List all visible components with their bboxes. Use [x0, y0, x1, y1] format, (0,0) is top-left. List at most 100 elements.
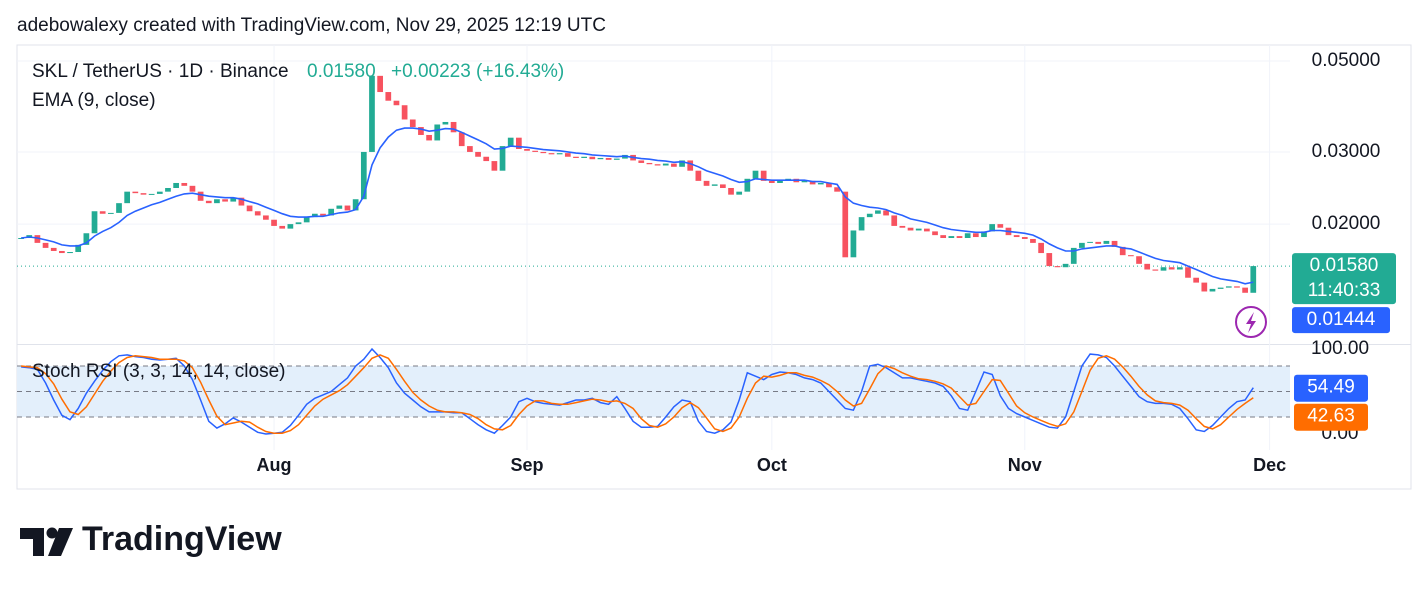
candle-body	[148, 193, 155, 195]
candle-body	[91, 211, 98, 234]
stoch-value-label: 54.49	[1307, 377, 1355, 398]
candle-body	[181, 182, 188, 186]
candle-body	[883, 210, 889, 216]
candle-body	[515, 137, 522, 149]
stoch-line	[21, 347, 1254, 435]
candle-body	[50, 247, 57, 251]
candle-body	[328, 208, 335, 216]
stoch-legend: Stoch RSI (3, 3, 14, 14, close)	[32, 361, 285, 382]
candle-body	[418, 127, 424, 135]
stoch-value-label: 42.63	[1307, 406, 1355, 427]
candle-body	[336, 205, 343, 209]
candle-body	[589, 156, 596, 160]
candle-body	[760, 170, 767, 181]
candle-body	[311, 213, 318, 218]
candle-body	[1234, 286, 1240, 288]
candle-body	[279, 225, 286, 229]
candle-body	[426, 134, 432, 141]
candle-body	[1103, 240, 1110, 244]
y-tick-label: 100.00	[1311, 338, 1369, 359]
last-price-label: 0.01580	[1310, 255, 1379, 276]
candle-body	[915, 228, 922, 231]
candle-body	[720, 184, 726, 188]
y-tick-label: 0.03000	[1312, 141, 1381, 162]
candle-body	[801, 180, 808, 183]
candle-body	[34, 235, 41, 243]
candle-body	[1250, 266, 1257, 293]
candle-body	[132, 191, 139, 194]
candle-body	[777, 180, 783, 183]
candle-body	[360, 151, 367, 200]
candle-body	[344, 205, 351, 211]
candle-body	[850, 230, 857, 258]
candle-body	[809, 180, 816, 185]
candle-body	[1225, 286, 1232, 288]
candle-body	[99, 211, 106, 214]
candle-body	[1201, 282, 1208, 292]
candle-body	[662, 163, 669, 166]
candle-body	[434, 124, 441, 141]
candle-body	[932, 231, 938, 236]
candle-body	[1119, 246, 1126, 256]
candle-body	[972, 233, 979, 238]
candle-body	[1079, 242, 1085, 248]
stoch-value-box	[1294, 374, 1368, 402]
candle-body	[475, 151, 481, 157]
candle-body	[18, 238, 24, 240]
candle-body	[287, 224, 294, 229]
candle-body	[442, 121, 449, 125]
candle-body	[254, 211, 261, 216]
candle-body	[728, 187, 734, 195]
candle-body	[401, 105, 408, 120]
candle-body	[1046, 253, 1053, 267]
candle-body	[671, 163, 677, 167]
candle-body	[409, 119, 416, 128]
logo-text: TradingView	[82, 520, 282, 558]
candle-body	[352, 199, 359, 211]
candle-body	[1038, 242, 1044, 254]
candle-body	[189, 185, 196, 192]
candle-body	[67, 252, 73, 254]
candle-body	[703, 180, 710, 186]
candle-body	[385, 92, 392, 101]
candle-body	[981, 231, 987, 238]
candle-body	[507, 137, 514, 147]
candle-body	[271, 219, 277, 226]
candle-body	[1062, 263, 1069, 268]
candle-body	[1111, 240, 1118, 247]
candle-body	[964, 233, 971, 239]
candle-body	[1070, 247, 1077, 264]
x-tick-label: Oct	[757, 455, 787, 475]
stoch-value-box	[1294, 403, 1368, 431]
candle-body	[467, 146, 473, 152]
candle-body	[1136, 256, 1142, 264]
candle-body	[605, 157, 612, 160]
candle-body	[1160, 267, 1167, 271]
candle-body	[654, 164, 661, 166]
ema-value-label: 0.01444	[1307, 309, 1376, 330]
candle-body	[646, 162, 653, 165]
candle-body	[948, 236, 955, 239]
candle-body	[1217, 287, 1224, 289]
candle-body	[687, 160, 694, 171]
y-tick-label: 0.05000	[1312, 50, 1381, 71]
candle-body	[1242, 287, 1248, 293]
logo: TradingView	[20, 520, 282, 558]
candle-body	[156, 191, 163, 194]
x-tick-label: Aug	[257, 455, 292, 475]
candle-body	[214, 199, 220, 204]
candle-body	[393, 100, 400, 106]
candle-body	[1054, 266, 1061, 268]
candle-body	[1021, 237, 1028, 239]
candle-body	[997, 224, 1004, 228]
candle-body	[532, 150, 539, 152]
candle-body	[736, 191, 743, 195]
candle-body	[197, 191, 204, 201]
candle-body	[858, 217, 865, 231]
candle-body	[679, 160, 685, 167]
candle-body	[817, 182, 824, 185]
candle-body	[263, 215, 269, 220]
candle-body	[564, 153, 571, 157]
